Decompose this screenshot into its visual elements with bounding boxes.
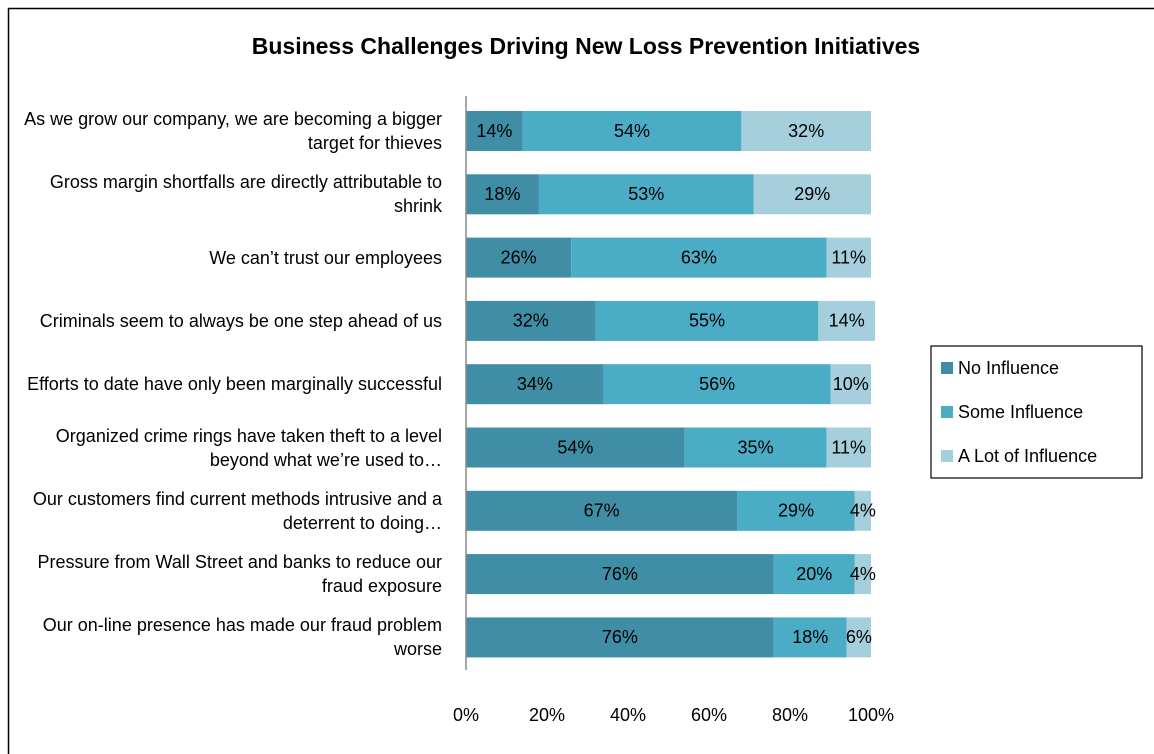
bar-segment [846, 617, 871, 658]
bar-segment [466, 364, 604, 405]
data-label: 76% [602, 627, 638, 647]
bar-segment [737, 490, 855, 531]
data-label: 76% [602, 564, 638, 584]
legend-label: A Lot of Influence [958, 446, 1097, 466]
data-label: 56% [699, 374, 735, 394]
x-tick-label: 100% [848, 705, 894, 725]
data-label: 32% [513, 311, 549, 331]
legend-swatch [941, 450, 953, 462]
data-label: 4% [850, 501, 876, 521]
legend-box [930, 345, 1143, 479]
bar-segment [773, 617, 847, 658]
data-label: 63% [681, 247, 717, 267]
category-label: Gross margin shortfalls are directly att… [49, 172, 442, 217]
category-label: Pressure from Wall Street and banks to r… [37, 552, 442, 597]
category-label: We can’t trust our employees [209, 247, 442, 268]
data-label: 11% [831, 437, 866, 457]
bar-segment [571, 237, 827, 278]
bar-segment [466, 174, 539, 215]
data-label: 29% [794, 184, 830, 204]
bar-segment [466, 490, 738, 531]
chart-title: Business Challenges Driving New Loss Pre… [252, 33, 920, 59]
bar-segment [466, 300, 596, 341]
bar-segment [466, 554, 774, 595]
category-label: Criminals seem to always be one step ahe… [39, 310, 442, 331]
bar-segment [466, 617, 774, 658]
bar-segment [854, 554, 871, 595]
data-label: 10% [833, 374, 869, 394]
legend-label: Some Influence [958, 402, 1083, 422]
bar-segment [753, 174, 871, 215]
bar-segment [741, 111, 871, 151]
data-label: 54% [557, 437, 593, 457]
category-label: As we grow our company, we are becoming … [24, 109, 442, 153]
bar-segment [466, 427, 685, 468]
bar-segment [522, 111, 742, 151]
data-label: 26% [501, 247, 537, 267]
bar-segment [854, 490, 871, 531]
legend-label: No Influence [958, 358, 1059, 378]
bar-segment [826, 237, 871, 278]
data-label: 29% [778, 501, 814, 521]
data-label: 34% [517, 374, 553, 394]
data-label: 11% [831, 247, 866, 267]
bar-segment [830, 364, 871, 405]
data-label: 55% [689, 311, 725, 331]
legend-swatch [941, 406, 953, 418]
bar-segment [466, 237, 572, 278]
data-label: 18% [484, 184, 520, 204]
x-tick-label: 80% [772, 705, 808, 725]
bar-segment [826, 427, 871, 468]
bar-segment [818, 300, 876, 341]
data-label: 14% [476, 121, 512, 141]
data-label: 20% [796, 564, 832, 584]
data-label: 54% [614, 121, 650, 141]
legend-swatch [941, 362, 953, 374]
data-label: 18% [792, 627, 828, 647]
bar-segment [595, 300, 819, 341]
x-tick-label: 0% [453, 705, 479, 725]
category-label: Our customers find current methods intru… [32, 488, 442, 533]
bar-segment [684, 427, 827, 468]
bar-segment [773, 554, 855, 595]
data-label: 14% [829, 311, 865, 331]
data-label: 4% [850, 564, 876, 584]
bar-segment [538, 174, 754, 215]
category-label: Efforts to date have only been marginall… [27, 374, 442, 395]
data-label: 67% [584, 501, 620, 521]
x-tick-label: 60% [691, 705, 727, 725]
x-tick-label: 40% [610, 705, 646, 725]
data-label: 32% [788, 121, 824, 141]
category-label: Our on-line presence has made our fraud … [42, 615, 442, 660]
bar-segment [466, 111, 523, 151]
x-tick-label: 20% [529, 705, 565, 725]
category-label: Organized crime rings have taken theft t… [55, 425, 442, 470]
data-label: 6% [846, 627, 872, 647]
data-label: 53% [628, 184, 664, 204]
data-label: 35% [738, 437, 774, 457]
bar-segment [603, 364, 831, 405]
